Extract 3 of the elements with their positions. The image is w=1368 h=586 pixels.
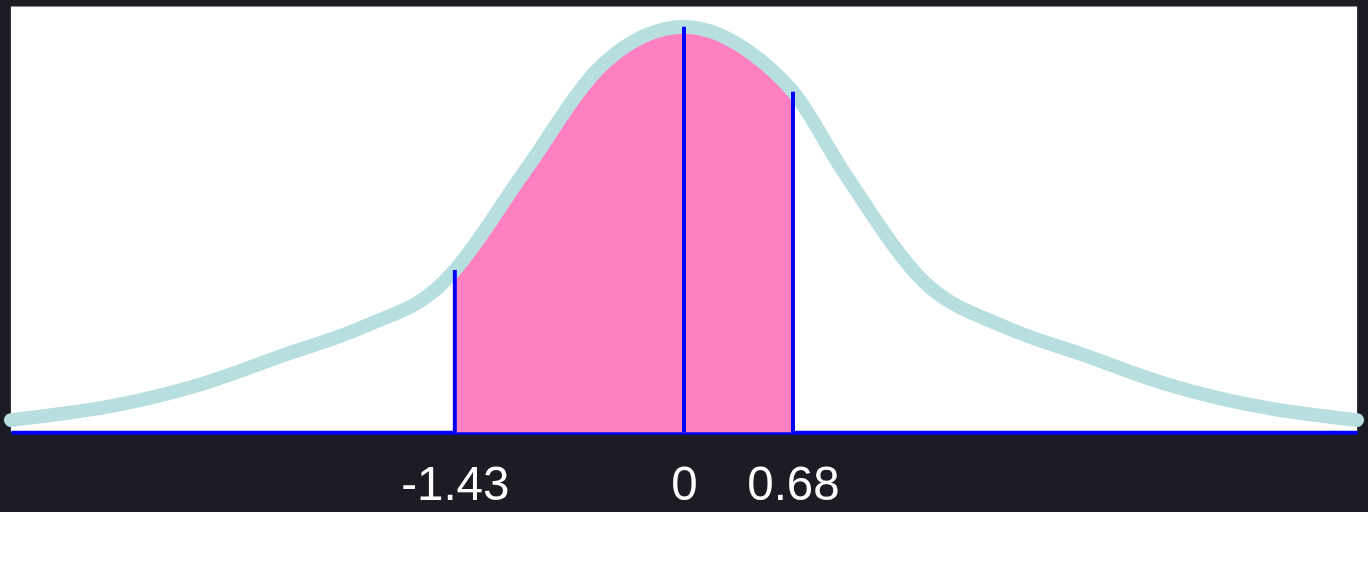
- x-tick-label: 0.68: [747, 457, 840, 510]
- x-tick-label: 0: [671, 457, 698, 510]
- x-tick-label: -1.43: [401, 457, 510, 510]
